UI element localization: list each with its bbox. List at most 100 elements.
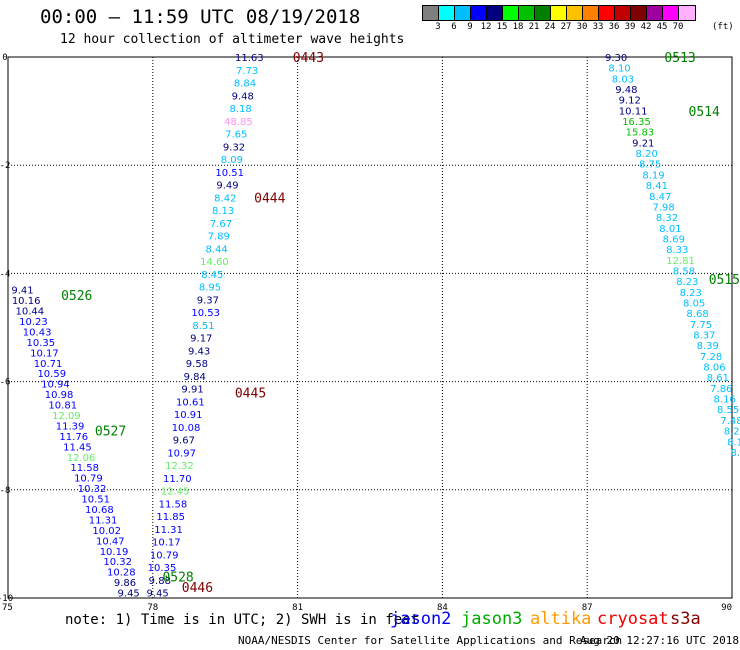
- wave-height-value: 11.85: [156, 512, 185, 523]
- wave-height-value: 10.08: [172, 423, 201, 434]
- pass-time-label: 0528: [162, 570, 193, 585]
- wave-height-value: 7.86: [710, 384, 732, 395]
- legend-swatch: [615, 6, 631, 20]
- legend-label: 12: [480, 22, 492, 32]
- legend-swatch: [535, 6, 551, 20]
- legend-swatch: [583, 6, 599, 20]
- legend-swatch: [647, 6, 663, 20]
- wave-height-value: 9.58: [186, 359, 208, 370]
- wave-height-value: 8.45: [201, 270, 223, 281]
- wave-height-value: 9.48: [232, 91, 254, 102]
- wave-height-value: 12.81: [666, 256, 695, 267]
- legend-swatch: [679, 6, 695, 20]
- wave-height-value: 8.61: [707, 373, 729, 384]
- x-tick-label: 84: [437, 603, 448, 613]
- wave-height-value: 10.51: [81, 495, 110, 506]
- wave-height-value: 9.45: [118, 589, 140, 600]
- wave-height-value: 12.32: [165, 461, 194, 472]
- wave-height-value: 10.98: [45, 390, 74, 401]
- legend-label: 45: [656, 22, 668, 32]
- wave-height-value: 10.19: [100, 547, 129, 558]
- wave-height-value: 10.71: [34, 359, 63, 370]
- plot-frame: [7, 56, 733, 599]
- wave-height-value: 10.16: [12, 296, 41, 307]
- wave-height-value: 8.41: [646, 181, 668, 192]
- map-subtitle: 12 hour collection of altimeter wave hei…: [60, 32, 405, 47]
- wave-height-value: 8.32: [656, 213, 678, 224]
- pass-time-label: 0526: [61, 289, 92, 304]
- pass-time-label: 0515: [709, 273, 740, 288]
- wave-height-value: 10.53: [191, 308, 220, 319]
- footer-timestamp: Aug 20 12:27:16 UTC 2018: [580, 634, 739, 647]
- wave-height-value: 10.28: [107, 568, 136, 579]
- legend-label: 6: [451, 22, 457, 32]
- wave-height-value: 8.95: [199, 283, 221, 294]
- wave-height-value: 11.45: [63, 442, 92, 453]
- wave-height-value: 7.75: [690, 320, 712, 331]
- wave-height-value: 9.86: [114, 578, 136, 589]
- wave-height-value: 10.47: [96, 536, 125, 547]
- pass-time-label: 0446: [182, 581, 213, 596]
- wave-height-value: 10.35: [26, 338, 55, 349]
- wave-height-value: 10.94: [41, 380, 70, 391]
- wave-height-value: 9.49: [216, 181, 238, 192]
- wave-height-value: 10.61: [176, 397, 205, 408]
- pass-time-label: 0443: [293, 51, 324, 66]
- wave-height-value: 9.41: [11, 286, 33, 297]
- wave-height-value: 8.19: [642, 170, 664, 181]
- wave-height-value: 7.48: [720, 416, 740, 427]
- legend-label: 33: [592, 22, 604, 32]
- legend-label: 15: [496, 22, 508, 32]
- wave-height-value: 8.42: [214, 193, 236, 204]
- wave-height-value: 15.83: [626, 128, 655, 139]
- wave-height-value: 8.55: [717, 405, 739, 416]
- footer-note: note: 1) Time is in UTC; 2) SWH is in fe…: [65, 612, 420, 628]
- legend-swatch: [663, 6, 679, 20]
- x-tick-label: 75: [2, 603, 13, 613]
- wave-height-value: 10.68: [85, 505, 114, 516]
- wave-height-value: 10.91: [174, 410, 203, 421]
- wave-height-value: 11.58: [70, 463, 99, 474]
- y-tick-label: -8: [0, 486, 10, 496]
- legend-label: 27: [560, 22, 572, 32]
- map-title: 00:00 – 11:59 UTC 08/19/2018: [40, 6, 361, 28]
- x-tick-label: 78: [147, 603, 158, 613]
- wave-height-value: 10.11: [619, 106, 648, 117]
- wave-height-value: 9.45: [146, 589, 168, 600]
- wave-height-value: 8.23: [676, 277, 698, 288]
- pass-time-label: 0445: [235, 386, 266, 401]
- satellite-label-altika: altika: [530, 609, 592, 629]
- legend-label: 18: [512, 22, 524, 32]
- wave-height-value: 10.97: [167, 448, 196, 459]
- pass-time-label: 0527: [95, 424, 126, 439]
- x-tick-label: 87: [582, 603, 593, 613]
- legend-label: 3: [435, 22, 441, 32]
- wave-height-value: 7.73: [236, 66, 258, 77]
- legend-label: 24: [544, 22, 556, 32]
- legend-swatch: [519, 6, 535, 20]
- x-tick-label: 90: [721, 603, 732, 613]
- x-tick-label: 81: [292, 603, 303, 613]
- satellite-label-jason2: jason2: [390, 609, 452, 629]
- legend-swatch: [551, 6, 567, 20]
- wave-height-value: 8.16: [714, 395, 736, 406]
- wave-height-value: 11.63: [235, 53, 264, 64]
- wave-height-value: 14.60: [200, 257, 229, 268]
- wave-height-value: 10.44: [15, 307, 44, 318]
- wave-height-value: 8.84: [234, 79, 256, 90]
- wave-height-value: 11.31: [89, 515, 118, 526]
- legend-label: 42: [640, 22, 652, 32]
- wave-height-value: 8.44: [205, 244, 227, 255]
- y-tick-label: -4: [0, 269, 10, 279]
- legend-swatch: [599, 6, 615, 20]
- wave-height-value: 12.06: [67, 453, 96, 464]
- wave-height-value: 8.58: [673, 266, 695, 277]
- wave-height-value: 10.23: [19, 317, 48, 328]
- y-tick-label: -2: [0, 161, 10, 171]
- wave-height-value: 8.33: [666, 245, 688, 256]
- legend-swatch: [471, 6, 487, 20]
- wave-height-value: 8.51: [192, 321, 214, 332]
- wave-height-value: 11.39: [56, 421, 85, 432]
- satellite-label-cryosat: cryosat: [597, 609, 669, 629]
- wave-height-value: 8.05: [683, 298, 705, 309]
